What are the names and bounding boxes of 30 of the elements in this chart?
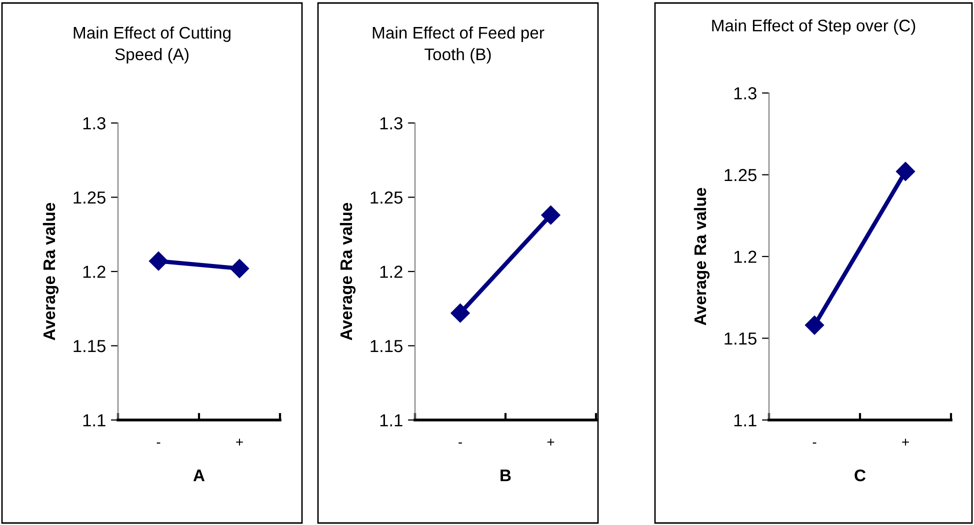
y-tick-label: 1.25 — [74, 191, 106, 204]
x-axis-title: B — [500, 470, 511, 482]
y-tick-label: 1.2 — [380, 266, 402, 278]
y-tick-label: 1.1 — [734, 414, 756, 426]
y-tick-label: 1.1 — [83, 414, 106, 426]
chart-title: Main Effect of Cutting Speed (A) — [74, 26, 230, 64]
y-tick-label: 1.25 — [724, 168, 756, 182]
x-axis-title: C — [854, 470, 866, 482]
x-tick-label: - — [812, 442, 816, 444]
x-tick-label: - — [156, 442, 160, 444]
y-tick-label: 1.3 — [734, 87, 756, 100]
y-axis-title: Average Ra value — [340, 202, 356, 340]
y-tick-label: 1.2 — [83, 266, 106, 278]
y-tick-label: 1.3 — [83, 117, 106, 130]
y-tick-label: 1.2 — [734, 250, 756, 263]
y-tick-label: 1.15 — [370, 340, 402, 352]
x-axis-title: A — [193, 470, 205, 482]
y-tick-label: 1.1 — [380, 414, 402, 426]
x-tick-label: + — [547, 438, 554, 446]
x-tick-label: + — [902, 438, 909, 446]
chart-title: Main Effect of Feed per Tooth (B) — [372, 26, 544, 64]
y-tick-label: 1.15 — [724, 332, 756, 345]
y-tick-label: 1.15 — [74, 340, 106, 352]
x-tick-label: + — [236, 438, 243, 446]
y-axis-title: Average Ra value — [694, 188, 710, 326]
y-axis-title: Average Ra value — [42, 202, 59, 340]
x-tick-label: - — [458, 442, 462, 444]
y-tick-label: 1.3 — [380, 117, 402, 130]
chart-title: Main Effect of Step over (C) — [712, 19, 916, 35]
y-tick-label: 1.25 — [370, 191, 402, 204]
